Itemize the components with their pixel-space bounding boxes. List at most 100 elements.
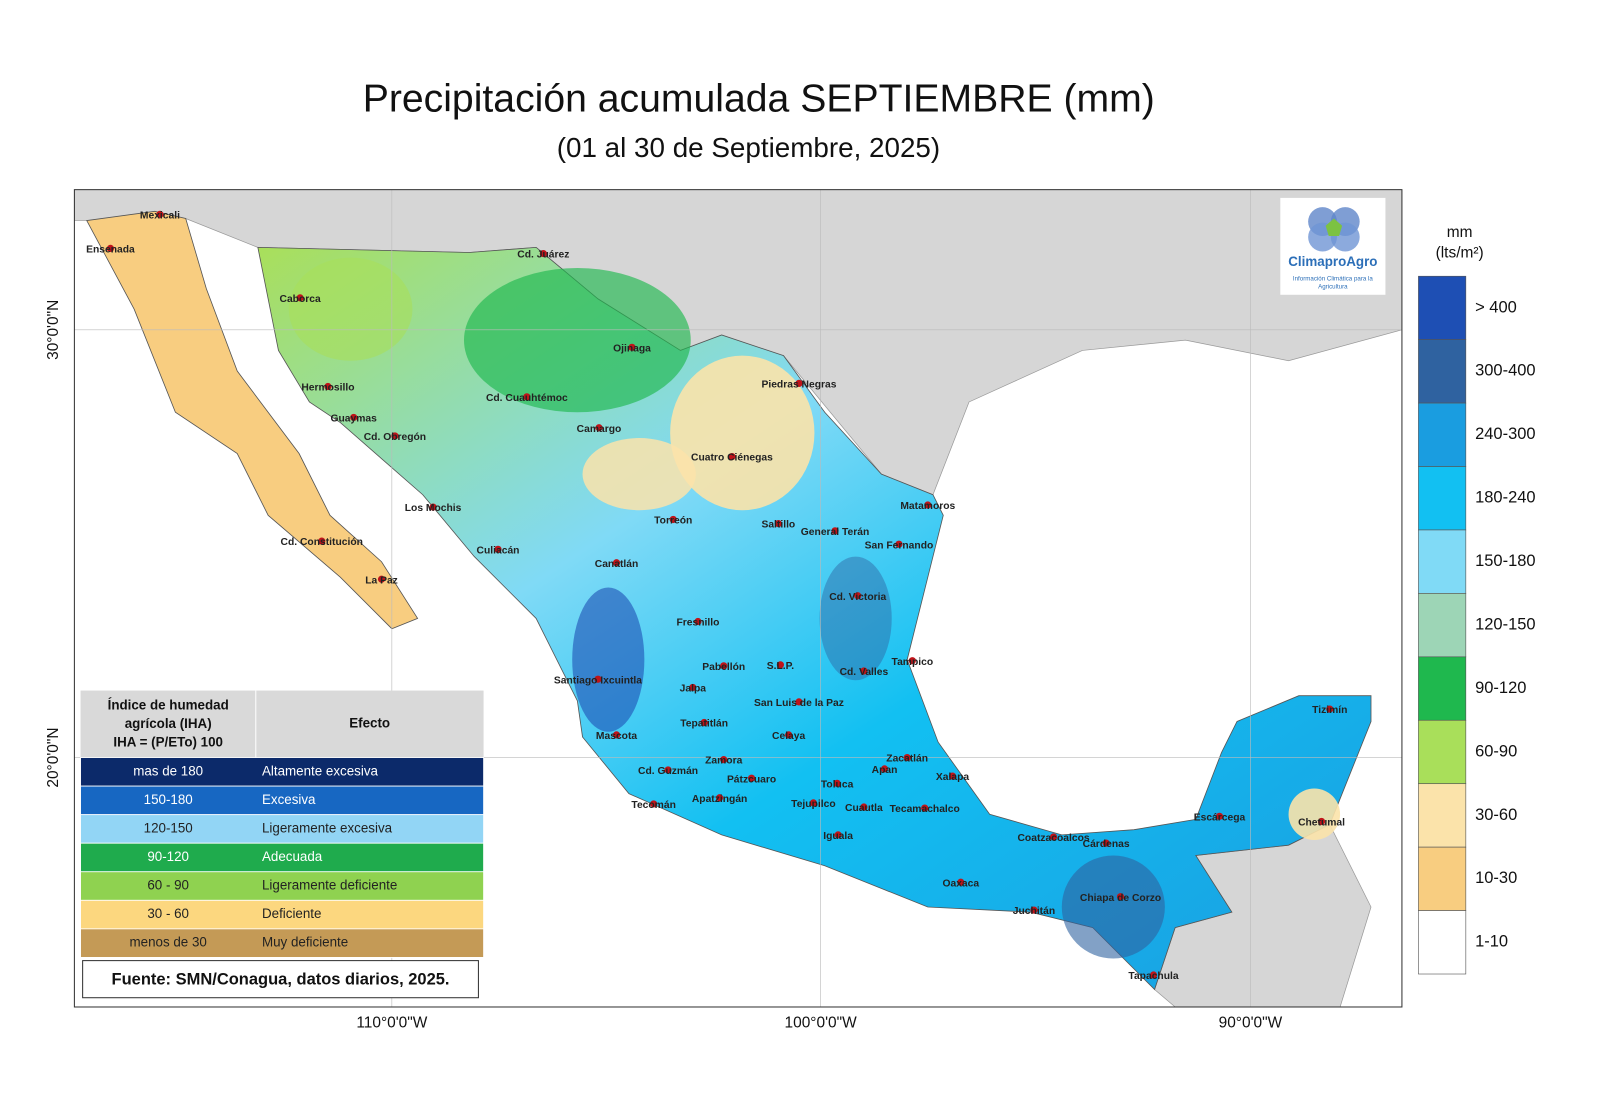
city-marker (957, 878, 965, 886)
longitude-label: 90°0'0"W (1219, 1015, 1283, 1032)
city-label: Saltillo (761, 520, 795, 531)
city-marker (908, 657, 916, 665)
city-marker (860, 667, 868, 675)
city-marker (1102, 839, 1110, 847)
city-marker (156, 210, 164, 218)
table-cell: 30 - 60 (147, 906, 189, 921)
logo-center (1325, 218, 1343, 237)
city-marker (694, 617, 702, 626)
city-label: Los Mochis (405, 503, 462, 514)
legend-label: 240-300 (1475, 425, 1536, 443)
table-cell: 150-180 (144, 792, 193, 807)
legend-label: 120-150 (1475, 615, 1536, 633)
city-marker (628, 343, 636, 351)
city-label: Cd. Guzmán (638, 766, 698, 777)
wet-region (1061, 855, 1165, 959)
city-label: Juchitán (1013, 906, 1055, 917)
city-marker (720, 756, 728, 764)
city-label: Ojinaga (613, 343, 651, 354)
source: Fuente: SMN/Conagua, datos diarios, 2025… (112, 971, 450, 989)
city-label: Camargo (577, 424, 622, 435)
table-row (80, 928, 484, 958)
city-label: Tepatitlán (680, 719, 728, 730)
legend-label: 30-60 (1475, 806, 1517, 824)
city-marker (318, 537, 326, 545)
green-region (288, 257, 413, 361)
city-label: Tecomán (631, 800, 675, 811)
city-label: Coatzacoalcos (1017, 833, 1089, 844)
baja-california (86, 210, 419, 630)
legend-label: 60-90 (1475, 742, 1517, 760)
city-marker (948, 772, 957, 780)
city-label: Xalapa (936, 772, 969, 783)
city-label: Tecamachalco (890, 804, 960, 815)
city-label: Tizimín (1312, 705, 1347, 716)
legend-unit-detail: (lts/m²) (1436, 245, 1484, 262)
city-label: Cuatro Ciénegas (691, 453, 773, 464)
legend-swatch (1418, 593, 1467, 658)
table-cell: Deficiente (262, 906, 321, 921)
table-header-text: Índice de humedad (108, 698, 229, 713)
city-label: Cd. Constitución (281, 537, 363, 548)
logo-name: ClimaproAgro (1288, 254, 1377, 269)
latitude-label: 20°0'0"N (45, 727, 62, 787)
mexico-mainland (257, 246, 1372, 991)
table-cell: Muy deficiente (262, 935, 348, 950)
city-marker (1215, 812, 1224, 820)
city-label: Fresnillo (677, 618, 720, 629)
city-marker (612, 731, 621, 739)
table-row (80, 899, 484, 930)
city-label: Cd. Cuauhtémoc (486, 393, 568, 404)
city-marker (921, 804, 929, 812)
city-marker (350, 413, 358, 422)
city-label: Jalpa (680, 684, 707, 695)
legend-label: 300-400 (1475, 362, 1536, 380)
wet-region (572, 587, 645, 732)
city-marker (903, 753, 911, 762)
city-marker (785, 731, 793, 739)
city-marker (664, 766, 672, 774)
table-cell: 90-120 (147, 849, 189, 864)
city-label: Culiacán (477, 545, 520, 556)
map-area: Mexicali Ensenada Cd. Juárez Caborca Ojinaga… (74, 189, 1402, 1007)
legend-swatch (1418, 402, 1467, 467)
cities: Mexicali Ensenada Cd. Juárez Caborca Ojinaga… (86, 211, 1347, 983)
dry-region (1288, 788, 1341, 841)
table-row (80, 757, 484, 787)
green-region (463, 267, 691, 413)
table-cell: Excesiva (262, 792, 316, 807)
axis-labels: 30°0'0"N 20°0'0"N 110°0'0"W 100°0'0"W 90°0'0… (45, 300, 1283, 1032)
city-label: Iguala (823, 831, 853, 842)
table-header-bg (80, 690, 484, 758)
table-header-text: agrícola (IHA) (125, 716, 212, 731)
city-label: Hermosillo (301, 383, 354, 394)
city-marker (669, 515, 677, 524)
table-cell: Adecuada (262, 849, 323, 864)
dry-region (670, 355, 815, 511)
city-label: San Luis de la Paz (754, 698, 844, 709)
city-marker (1317, 817, 1326, 826)
city-label: S.L.P. (767, 661, 794, 672)
city-label: Chiapa de Corzo (1080, 893, 1161, 904)
logo: ClimaproAgro Información Climática para … (1280, 197, 1386, 295)
city-marker (895, 540, 903, 548)
city-label: Mexicali (140, 211, 180, 222)
city-label: General Terán (801, 527, 869, 538)
legend-label: 1-10 (1475, 933, 1508, 951)
city-label: Cuautla (845, 803, 883, 814)
city-label: Cárdenas (1083, 839, 1130, 850)
city-label: Toluca (821, 779, 854, 790)
city-label: Matamoros (900, 501, 955, 512)
city-marker (1149, 971, 1158, 979)
city-marker (650, 800, 658, 808)
city-marker (1030, 906, 1038, 914)
iha-table: Índice de humedad agrícola (IHA) IHA = (P/… (80, 690, 484, 958)
city-label: Torreón (654, 516, 692, 527)
city-marker (831, 527, 839, 535)
table-cell: menos de 30 (130, 935, 207, 950)
table-row (80, 785, 484, 816)
city-marker (833, 779, 841, 787)
legend-swatch (1418, 783, 1467, 848)
city-label: Escárcega (1194, 812, 1246, 823)
legend-label: > 400 (1475, 298, 1517, 316)
